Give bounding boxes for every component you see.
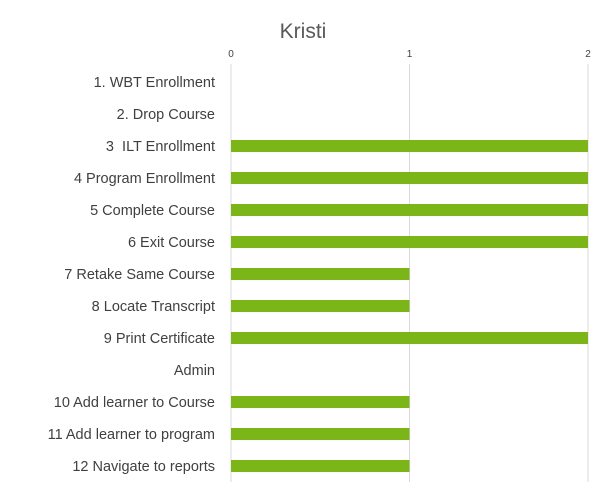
bar (231, 460, 410, 472)
category-label: 2. Drop Course (117, 107, 215, 123)
category-label: 12 Navigate to reports (72, 459, 215, 475)
chart-title: Kristi (280, 20, 327, 43)
category-label: 1. WBT Enrollment (94, 75, 215, 91)
bar (231, 204, 588, 216)
category-label: 6 Exit Course (128, 235, 215, 251)
x-tick-label: 0 (228, 49, 234, 60)
bar (231, 236, 588, 248)
category-label: 8 Locate Transcript (92, 299, 215, 315)
bar (231, 140, 588, 152)
bars (231, 140, 588, 472)
category-label: 7 Retake Same Course (64, 267, 215, 283)
x-tick-label: 1 (407, 49, 413, 60)
bar (231, 332, 588, 344)
category-labels: 1. WBT Enrollment 2. Drop Course 3 ILT Enr… (48, 75, 215, 475)
category-label: 9 Print Certificate (104, 331, 215, 347)
category-label: 10 Add learner to Course (54, 395, 215, 411)
category-label: 11 Add learner to program (48, 427, 215, 443)
bar (231, 396, 410, 408)
x-axis-ticks: 0 1 2 (228, 49, 591, 60)
bar (231, 300, 410, 312)
category-label: Admin (174, 363, 215, 379)
category-label: 5 Complete Course (90, 203, 215, 219)
bar (231, 172, 588, 184)
category-label: 3 ILT Enrollment (106, 139, 215, 155)
category-label: 4 Program Enrollment (74, 171, 215, 187)
bar (231, 268, 410, 280)
bar (231, 428, 410, 440)
x-tick-label: 2 (585, 49, 591, 60)
